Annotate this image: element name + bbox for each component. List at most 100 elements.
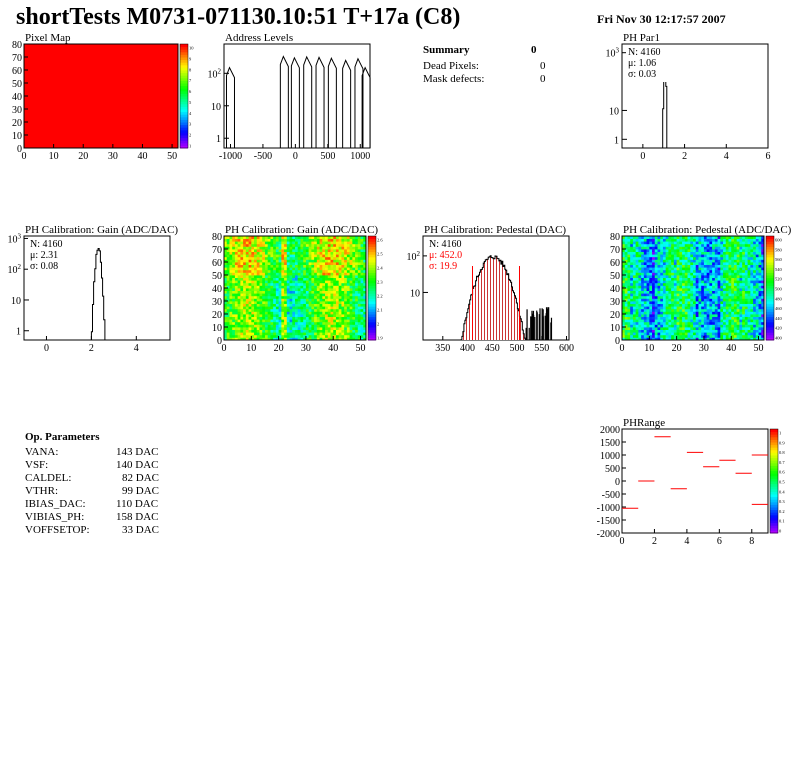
heatmap-cell (720, 324, 724, 328)
heatmap-cell (652, 236, 656, 239)
heatmap-cell (245, 321, 249, 325)
heatmap-cell (322, 334, 326, 338)
heatmap-cell (333, 285, 337, 289)
heatmap-cell (286, 254, 290, 258)
heatmap-cell (251, 277, 255, 281)
heatmap-cell (333, 301, 337, 304)
heatmap-cell (286, 308, 290, 312)
heatmap-cell (714, 301, 718, 304)
heatmap-cell (643, 303, 647, 307)
color-scale-label: 0.6 (779, 470, 785, 475)
heatmap-cell (275, 327, 280, 330)
heatmap-cell (289, 298, 293, 302)
heatmap-cell (728, 290, 732, 294)
heatmap-cell (624, 275, 628, 278)
heatmap-cell (671, 298, 675, 302)
color-scale-cell (770, 478, 778, 482)
heatmap-cell (627, 275, 631, 278)
heatmap-cell (259, 262, 263, 265)
heatmap-cell (682, 275, 686, 278)
heatmap-cell (646, 275, 650, 278)
heatmap-cell (305, 327, 310, 330)
heatmap-cell (286, 256, 290, 260)
heatmap-cell (346, 306, 351, 310)
address-peak (303, 55, 313, 148)
heatmap-cell (736, 277, 740, 281)
heatmap-cell (254, 238, 258, 242)
heatmap-cell (687, 285, 691, 289)
heatmap-cell (341, 282, 345, 286)
heatmap-cell (245, 254, 249, 258)
color-scale-label: 0.5 (779, 480, 785, 485)
heatmap-cell (264, 254, 269, 258)
heatmap-cell (344, 277, 348, 281)
heatmap-cell (657, 280, 661, 284)
heatmap-cell (714, 311, 718, 315)
heatmap-cell (687, 319, 691, 323)
heatmap-cell (316, 262, 320, 265)
heatmap-cell (226, 249, 230, 252)
heatmap-cell (234, 269, 239, 273)
heatmap-cell (665, 327, 669, 330)
heatmap-cell (744, 306, 749, 310)
heatmap-cell (641, 269, 645, 273)
heatmap-cell (325, 264, 329, 268)
plot-title: PH Par1 (623, 32, 660, 44)
y-tick-label: -2000 (597, 529, 620, 540)
y-tick-label: 50 (12, 79, 22, 90)
heatmap-cell (690, 282, 694, 286)
heatmap-cell (641, 275, 645, 278)
y-tick-label: 10 (610, 323, 620, 334)
heatmap-cell (679, 249, 683, 252)
heatmap-cell (698, 262, 702, 265)
heatmap-cell (649, 282, 653, 286)
heatmap-cell (229, 293, 233, 297)
heatmap-cell (728, 251, 732, 255)
heatmap-cell (254, 314, 258, 317)
heatmap-cell (330, 264, 334, 268)
heatmap-cell (731, 319, 735, 323)
color-scale-cell (770, 488, 778, 492)
heatmap-cell (333, 272, 337, 276)
heatmap-cell (671, 264, 675, 268)
heatmap-cell (660, 259, 664, 263)
heatmap-cell (624, 254, 628, 258)
heatmap-cell (733, 290, 738, 294)
heatmap-cell (646, 334, 650, 338)
heatmap-cell (262, 298, 266, 302)
heatmap-cell (284, 316, 288, 320)
heatmap-cell (712, 241, 716, 245)
heatmap-cell (226, 293, 230, 297)
heatmap-cell (641, 251, 645, 255)
heatmap-cell (758, 316, 762, 320)
heatmap-cell (693, 290, 697, 294)
x-tick-label: 40 (726, 343, 736, 354)
heatmap-cell (234, 293, 239, 297)
heatmap-cell (693, 241, 697, 245)
heatmap-cell (643, 272, 647, 276)
heatmap-cell (234, 316, 239, 320)
heatmap-cell (303, 293, 307, 297)
heatmap-cell (673, 301, 678, 304)
heatmap-cell (355, 249, 359, 252)
heatmap-cell (684, 241, 688, 245)
heatmap-cell (635, 316, 639, 320)
heatmap-cell (657, 251, 661, 255)
heatmap-cell (695, 249, 699, 252)
heatmap-cell (319, 285, 323, 289)
heatmap-cell (338, 254, 342, 258)
x-tick-label: 0 (22, 151, 27, 162)
heatmap-cell (262, 308, 266, 312)
heatmap-cell (714, 306, 718, 310)
heatmap-cell (267, 293, 271, 297)
heatmap-cell (709, 316, 713, 320)
heatmap-cell (267, 280, 271, 284)
heatmap-cell (300, 241, 304, 245)
heatmap-cell (295, 332, 299, 336)
heatmap-cell (632, 243, 637, 247)
heatmap-cell (300, 329, 304, 333)
heatmap-cell (251, 249, 255, 252)
heatmap-cell (273, 295, 277, 299)
heatmap-cell (273, 337, 277, 341)
heatmap-cell (761, 277, 765, 281)
